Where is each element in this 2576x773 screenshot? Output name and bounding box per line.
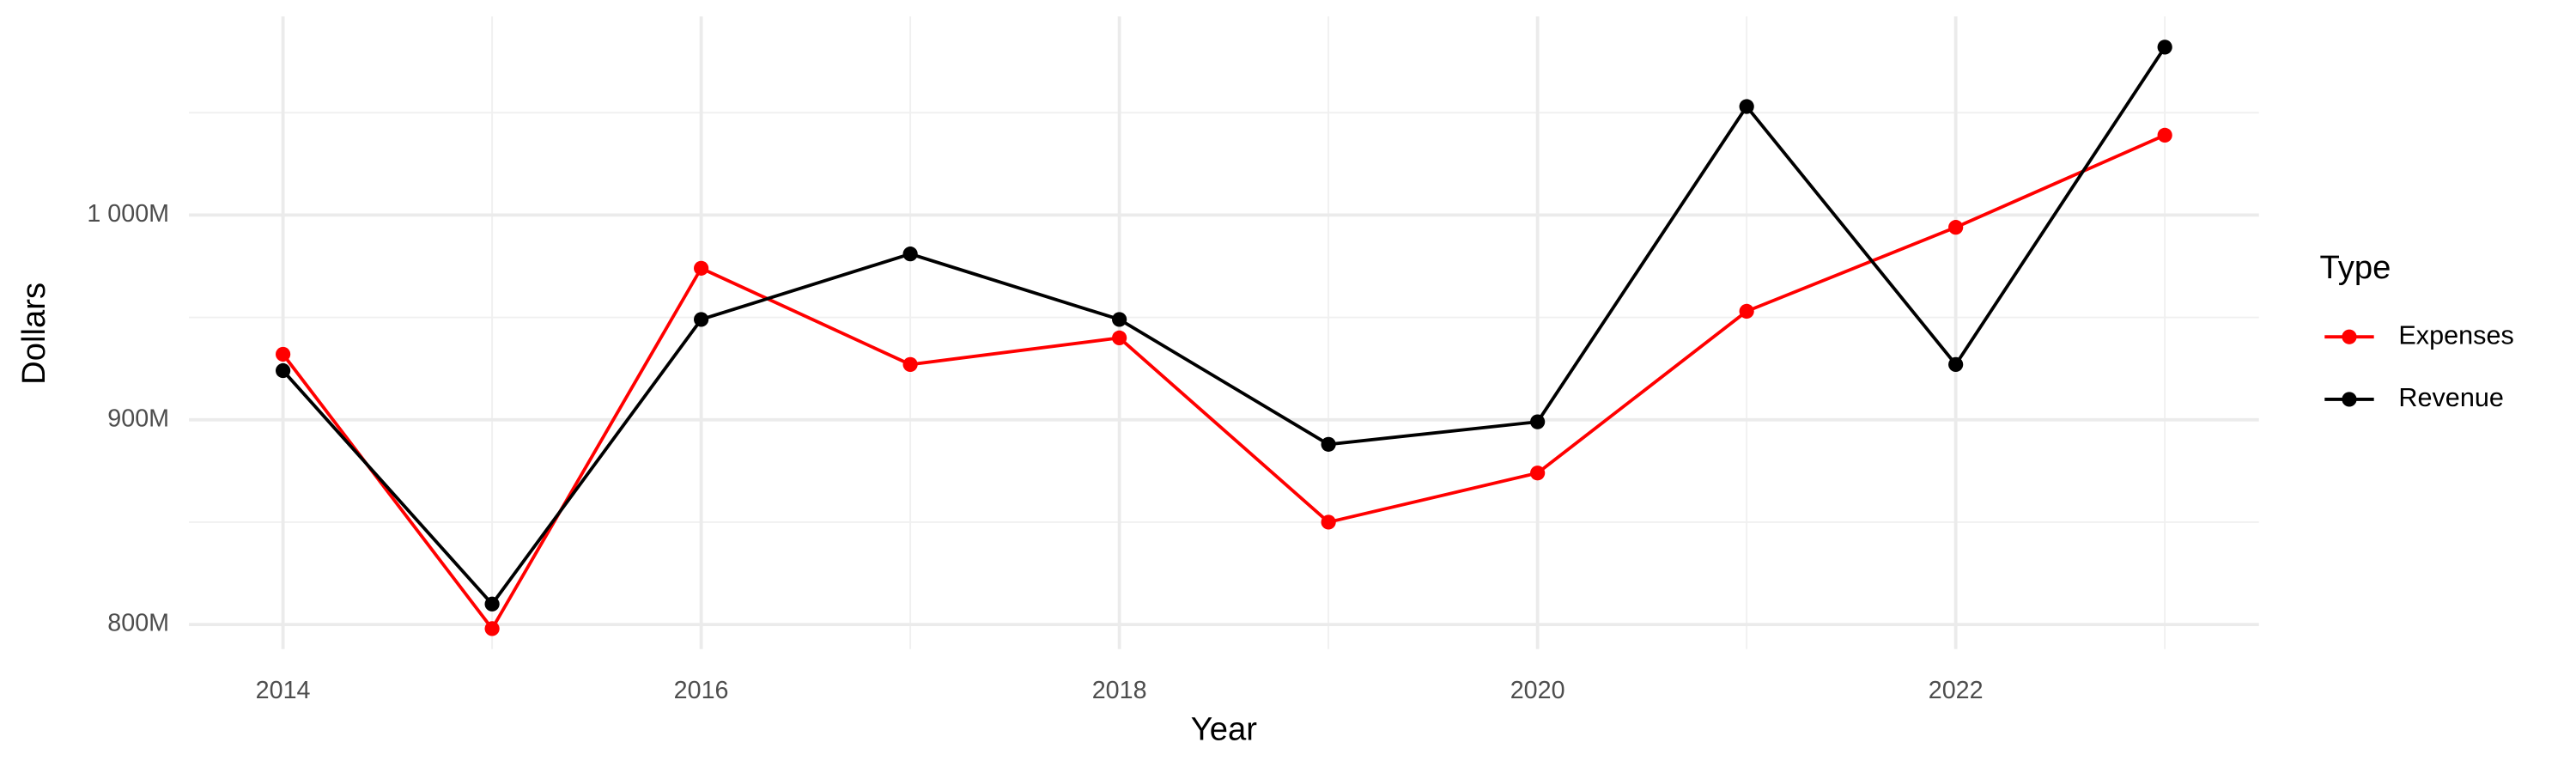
data-point	[1739, 303, 1754, 320]
data-point	[902, 356, 918, 372]
data-point	[1530, 414, 1546, 429]
x-tick-label: 2022	[1929, 677, 1984, 704]
data-point	[484, 596, 500, 612]
data-point	[484, 621, 500, 636]
series-line	[282, 133, 2166, 632]
data-point	[275, 346, 291, 362]
data-point	[1112, 312, 1127, 327]
series-line	[282, 46, 2166, 607]
legend-label: Revenue	[2398, 383, 2504, 412]
data-point	[2157, 40, 2172, 55]
data-point	[1112, 330, 1127, 346]
legend-title: Type	[2320, 249, 2391, 286]
x-tick-label: 2020	[1510, 677, 1565, 704]
x-tick-label: 2016	[674, 677, 729, 704]
legend-dot	[2342, 329, 2357, 344]
y-axis-title: Dollars	[15, 283, 52, 385]
x-tick-label: 2014	[256, 677, 311, 704]
y-tick-label: 1 000M	[87, 200, 169, 228]
grid	[189, 16, 2259, 649]
data-point	[694, 260, 709, 276]
data-point	[2157, 127, 2172, 143]
y-tick-label: 900M	[107, 405, 169, 432]
data-point	[1948, 356, 1964, 372]
x-tick-label: 2018	[1092, 677, 1147, 704]
x-axis-title: Year	[1191, 711, 1258, 748]
data-point	[1321, 436, 1336, 452]
data-point	[275, 362, 291, 379]
legend-label: Expenses	[2398, 320, 2513, 350]
data-point	[1739, 99, 1754, 114]
data-point	[1530, 466, 1546, 481]
data-point	[1948, 220, 1964, 235]
data-point	[694, 312, 709, 327]
data-point	[902, 247, 918, 262]
legend-dot	[2342, 392, 2357, 407]
data-point	[1321, 514, 1336, 530]
y-tick-label: 800M	[107, 610, 169, 637]
